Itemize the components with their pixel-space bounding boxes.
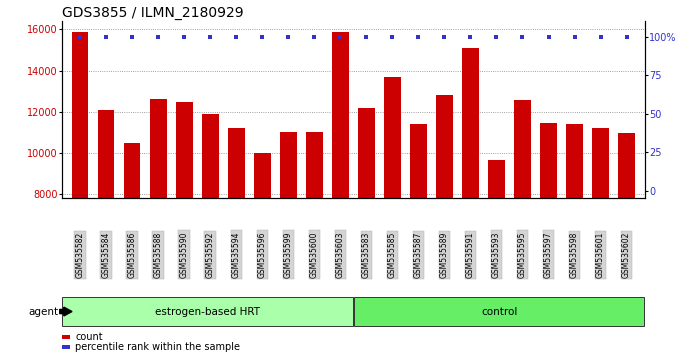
Text: GSM535597: GSM535597: [544, 232, 553, 278]
Bar: [71, 32, 88, 354]
Bar: [306, 132, 322, 354]
Point: [335, 34, 346, 39]
Text: GSM535595: GSM535595: [518, 232, 527, 278]
Text: percentile rank within the sample: percentile rank within the sample: [75, 342, 241, 352]
Point: [230, 34, 241, 39]
Text: GSM535582: GSM535582: [75, 232, 84, 278]
Bar: [436, 95, 453, 354]
Point: [75, 34, 86, 39]
Point: [126, 34, 137, 39]
Bar: [332, 32, 348, 354]
Text: GSM535599: GSM535599: [284, 232, 293, 278]
Point: [413, 34, 424, 39]
Text: count: count: [75, 332, 103, 342]
Text: control: control: [481, 307, 517, 316]
Point: [595, 34, 606, 39]
Point: [257, 34, 268, 39]
Point: [387, 34, 398, 39]
Text: GSM535601: GSM535601: [596, 232, 605, 278]
Bar: [410, 124, 427, 354]
Text: GSM535602: GSM535602: [622, 232, 631, 278]
Bar: [280, 132, 296, 354]
Text: GDS3855 / ILMN_2180929: GDS3855 / ILMN_2180929: [62, 6, 244, 20]
Point: [569, 34, 580, 39]
FancyBboxPatch shape: [62, 297, 353, 326]
Bar: [618, 133, 635, 354]
Text: GSM535598: GSM535598: [570, 232, 579, 278]
Point: [204, 34, 215, 39]
Text: GSM535587: GSM535587: [414, 232, 423, 278]
Text: GSM535583: GSM535583: [362, 232, 371, 278]
Text: GSM535594: GSM535594: [232, 232, 241, 278]
Text: GSM535585: GSM535585: [388, 232, 397, 278]
Bar: [462, 48, 479, 354]
Bar: [150, 99, 167, 354]
Text: GSM535596: GSM535596: [258, 232, 267, 278]
Bar: [254, 153, 271, 354]
Text: GSM535589: GSM535589: [440, 232, 449, 278]
Bar: [228, 128, 245, 354]
Bar: [566, 124, 583, 354]
Text: GSM535592: GSM535592: [206, 232, 215, 278]
Bar: [123, 143, 141, 354]
Bar: [540, 123, 557, 354]
Bar: [97, 110, 115, 354]
Text: GSM535588: GSM535588: [154, 232, 163, 278]
Bar: [176, 102, 193, 354]
Text: GSM535593: GSM535593: [492, 232, 501, 278]
Text: estrogen-based HRT: estrogen-based HRT: [155, 307, 260, 316]
FancyBboxPatch shape: [354, 297, 644, 326]
Point: [517, 34, 528, 39]
Point: [101, 34, 112, 39]
Bar: [488, 160, 505, 354]
Point: [543, 34, 554, 39]
Point: [465, 34, 476, 39]
Text: GSM535603: GSM535603: [335, 232, 345, 278]
Text: agent: agent: [28, 307, 58, 316]
Text: GSM535584: GSM535584: [102, 232, 110, 278]
Bar: [514, 101, 531, 354]
Point: [283, 34, 294, 39]
Text: GSM535591: GSM535591: [466, 232, 475, 278]
Bar: [384, 77, 401, 354]
Bar: [202, 114, 219, 354]
Bar: [592, 128, 609, 354]
Point: [621, 34, 632, 39]
Text: GSM535586: GSM535586: [128, 232, 137, 278]
Point: [152, 34, 163, 39]
Point: [361, 34, 372, 39]
Text: GSM535600: GSM535600: [310, 232, 319, 278]
Text: GSM535590: GSM535590: [180, 232, 189, 278]
Point: [309, 34, 320, 39]
Point: [439, 34, 450, 39]
Point: [178, 34, 189, 39]
Bar: [358, 108, 375, 354]
Point: [491, 34, 502, 39]
